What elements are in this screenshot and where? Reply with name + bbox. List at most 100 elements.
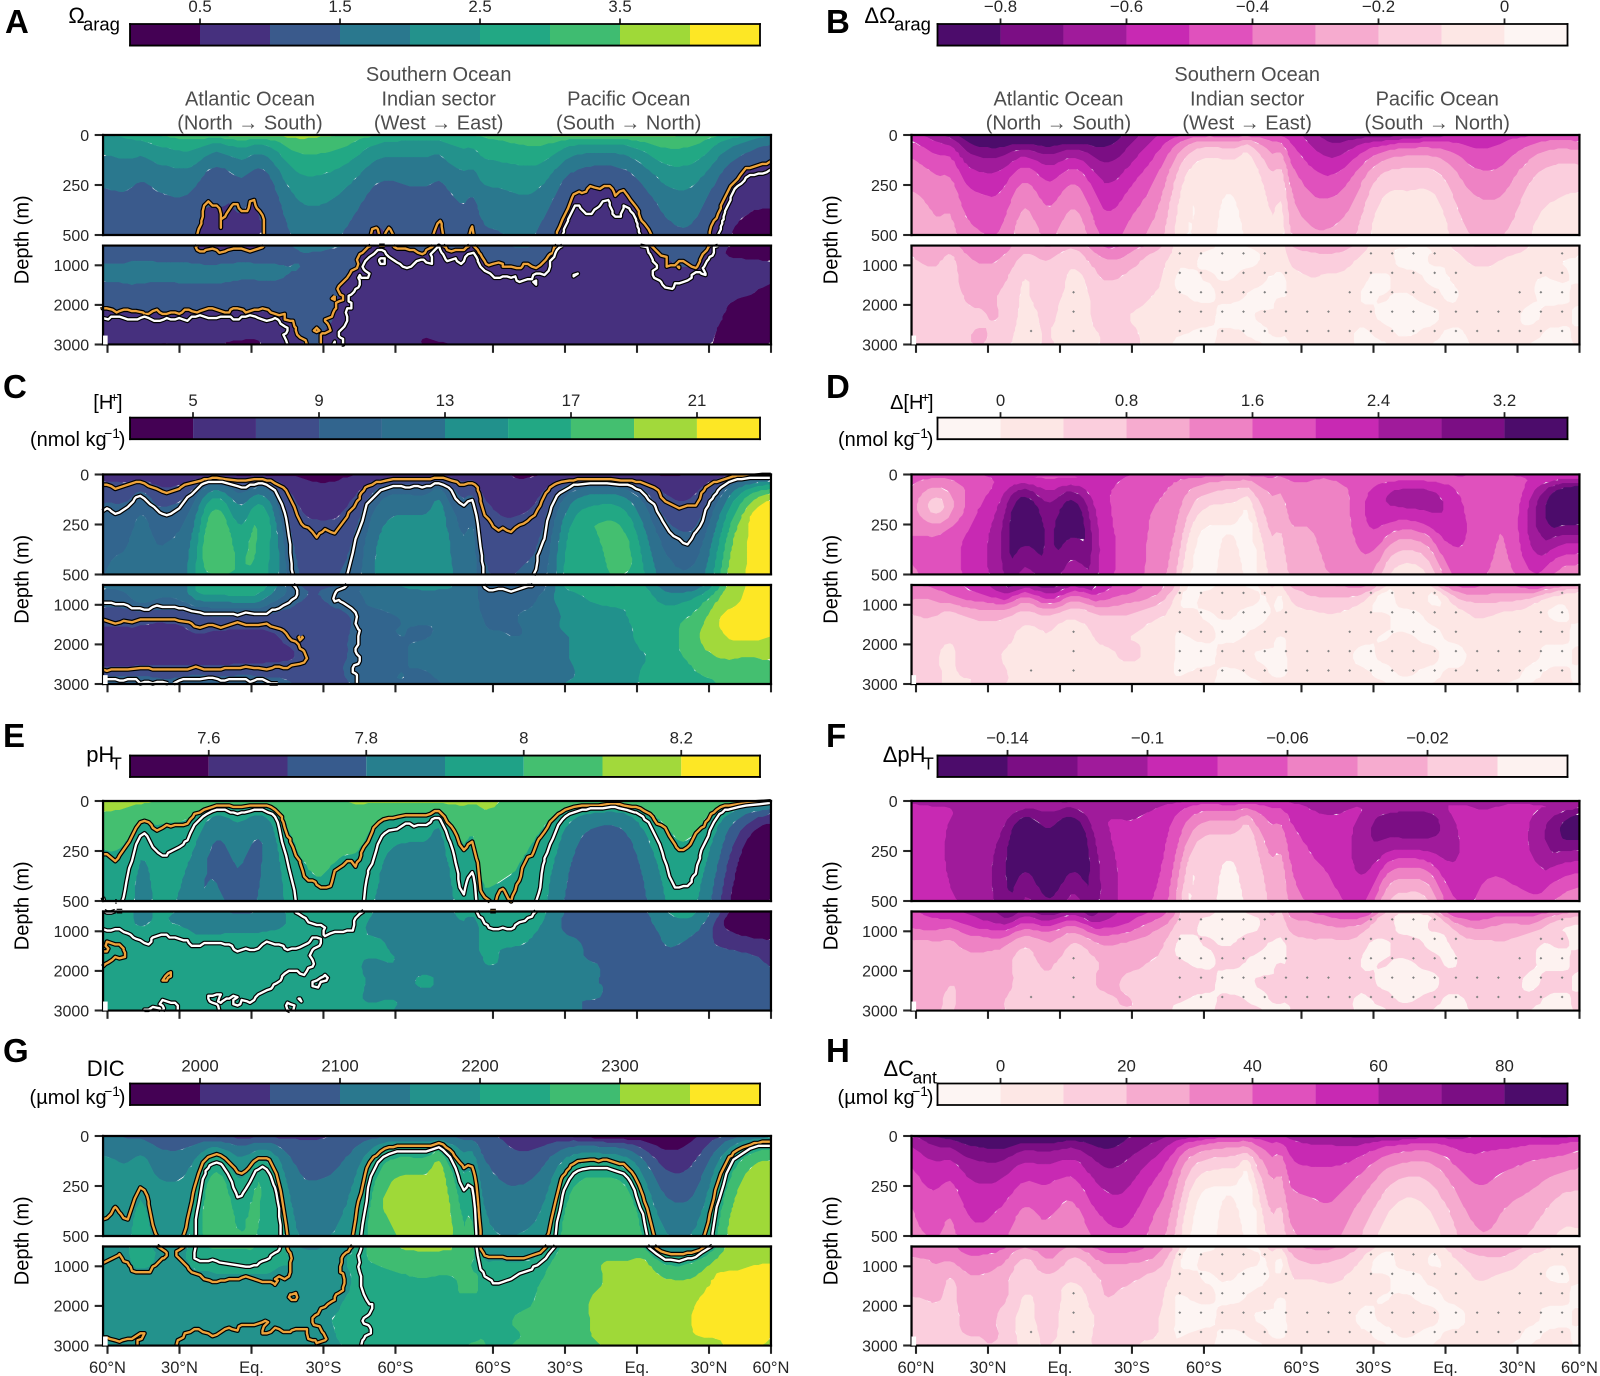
svg-text:+: + xyxy=(110,389,118,405)
svg-text:(µmol kg: (µmol kg xyxy=(838,1087,915,1109)
svg-text:250: 250 xyxy=(871,178,898,195)
svg-text:250: 250 xyxy=(871,844,898,861)
svg-text:30°N: 30°N xyxy=(161,1358,198,1376)
svg-text:B: B xyxy=(826,3,850,40)
svg-text:−0.06: −0.06 xyxy=(1266,729,1309,748)
svg-text:1000: 1000 xyxy=(862,598,898,615)
svg-text:2.4: 2.4 xyxy=(1367,391,1390,410)
svg-text:3000: 3000 xyxy=(54,1338,90,1355)
svg-text:3000: 3000 xyxy=(54,337,90,354)
svg-text:2000: 2000 xyxy=(54,298,90,315)
svg-text:0: 0 xyxy=(1500,0,1509,16)
svg-text:−0.14: −0.14 xyxy=(986,729,1029,748)
svg-text:20: 20 xyxy=(1117,1057,1136,1076)
svg-text:3000: 3000 xyxy=(862,1338,898,1355)
svg-text:3000: 3000 xyxy=(862,337,898,354)
svg-text:500: 500 xyxy=(62,228,89,245)
svg-text:Depth (m): Depth (m) xyxy=(821,1196,843,1285)
svg-text:Indian sector: Indian sector xyxy=(1190,89,1305,111)
svg-text:500: 500 xyxy=(62,894,89,911)
svg-text:ΔC: ΔC xyxy=(883,1056,914,1081)
svg-text:500: 500 xyxy=(871,567,898,584)
svg-text:(West → East): (West → East) xyxy=(1182,113,1312,135)
svg-text:A: A xyxy=(5,3,29,40)
svg-text:Depth (m): Depth (m) xyxy=(821,861,843,950)
svg-text:]: ] xyxy=(928,392,934,414)
svg-text:): ) xyxy=(119,1087,126,1109)
svg-text:3000: 3000 xyxy=(54,1003,90,1020)
svg-text:3000: 3000 xyxy=(862,677,898,694)
svg-text:(South → North): (South → North) xyxy=(1364,113,1510,135)
svg-text:500: 500 xyxy=(871,894,898,911)
svg-text:2000: 2000 xyxy=(862,964,898,981)
svg-text:7.6: 7.6 xyxy=(197,729,220,748)
svg-text:Atlantic Ocean: Atlantic Ocean xyxy=(993,89,1123,111)
svg-text:1.6: 1.6 xyxy=(1241,391,1264,410)
svg-text:60°S: 60°S xyxy=(1186,1358,1222,1376)
svg-text:−1: −1 xyxy=(912,1083,928,1099)
svg-text:0: 0 xyxy=(889,467,898,484)
svg-text:9: 9 xyxy=(314,391,323,410)
svg-text:2000: 2000 xyxy=(862,1299,898,1316)
svg-text:Pacific Ocean: Pacific Ocean xyxy=(567,89,690,111)
svg-text:60°S: 60°S xyxy=(475,1358,511,1376)
svg-text:+: + xyxy=(921,389,929,405)
svg-text:60°S: 60°S xyxy=(377,1358,413,1376)
svg-text:0: 0 xyxy=(889,1129,898,1146)
svg-text:0: 0 xyxy=(80,467,89,484)
svg-text:E: E xyxy=(3,717,25,754)
svg-text:Eq.: Eq. xyxy=(625,1358,650,1376)
svg-text:Depth (m): Depth (m) xyxy=(12,861,34,950)
svg-text:Eq.: Eq. xyxy=(1048,1358,1073,1376)
svg-text:Depth (m): Depth (m) xyxy=(12,195,34,284)
svg-text:Pacific Ocean: Pacific Ocean xyxy=(1376,89,1499,111)
svg-text:ΔΩ: ΔΩ xyxy=(864,3,895,28)
svg-text:): ) xyxy=(119,429,126,451)
svg-text:250: 250 xyxy=(62,844,89,861)
svg-text:Indian sector: Indian sector xyxy=(381,89,496,111)
svg-text:−0.1: −0.1 xyxy=(1131,729,1164,748)
svg-text:Depth (m): Depth (m) xyxy=(821,195,843,284)
svg-text:−1: −1 xyxy=(104,425,120,441)
svg-text:arag: arag xyxy=(83,14,120,35)
svg-text:DIC: DIC xyxy=(87,1056,125,1081)
svg-text:30°N: 30°N xyxy=(970,1358,1007,1376)
svg-text:2100: 2100 xyxy=(321,1057,358,1076)
svg-text:F: F xyxy=(826,717,846,754)
svg-text:[H: [H xyxy=(93,392,113,414)
svg-text:H: H xyxy=(826,1032,850,1069)
svg-text:ant: ant xyxy=(913,1068,937,1088)
svg-text:−0.6: −0.6 xyxy=(1110,0,1143,16)
svg-text:(South → North): (South → North) xyxy=(556,113,702,135)
svg-text:Δ[H: Δ[H xyxy=(890,392,923,414)
svg-text:T: T xyxy=(111,753,122,773)
svg-text:3.2: 3.2 xyxy=(1493,391,1516,410)
svg-text:0: 0 xyxy=(80,1129,89,1146)
svg-text:30°S: 30°S xyxy=(547,1358,583,1376)
svg-text:500: 500 xyxy=(871,228,898,245)
svg-text:30°N: 30°N xyxy=(691,1358,728,1376)
svg-text:Eq.: Eq. xyxy=(239,1358,264,1376)
svg-text:80: 80 xyxy=(1495,1057,1514,1076)
svg-text:pH: pH xyxy=(86,742,114,767)
svg-text:0.5: 0.5 xyxy=(188,0,211,16)
svg-text:−0.8: −0.8 xyxy=(984,0,1017,16)
svg-text:250: 250 xyxy=(62,178,89,195)
svg-text:60°N: 60°N xyxy=(89,1358,126,1376)
svg-text:Depth (m): Depth (m) xyxy=(12,535,34,624)
svg-text:(West → East): (West → East) xyxy=(374,113,504,135)
svg-text:21: 21 xyxy=(688,391,707,410)
svg-text:3000: 3000 xyxy=(54,677,90,694)
svg-text:3.5: 3.5 xyxy=(608,0,631,16)
svg-text:0.8: 0.8 xyxy=(1115,391,1138,410)
svg-text:2000: 2000 xyxy=(54,964,90,981)
svg-text:1000: 1000 xyxy=(54,924,90,941)
svg-text:C: C xyxy=(3,368,27,405)
svg-text:Depth (m): Depth (m) xyxy=(12,1196,34,1285)
svg-text:2200: 2200 xyxy=(461,1057,498,1076)
svg-text:2000: 2000 xyxy=(181,1057,218,1076)
svg-text:T: T xyxy=(923,753,934,773)
svg-text:1000: 1000 xyxy=(862,258,898,275)
svg-text:8.2: 8.2 xyxy=(670,729,693,748)
svg-text:2300: 2300 xyxy=(601,1057,638,1076)
